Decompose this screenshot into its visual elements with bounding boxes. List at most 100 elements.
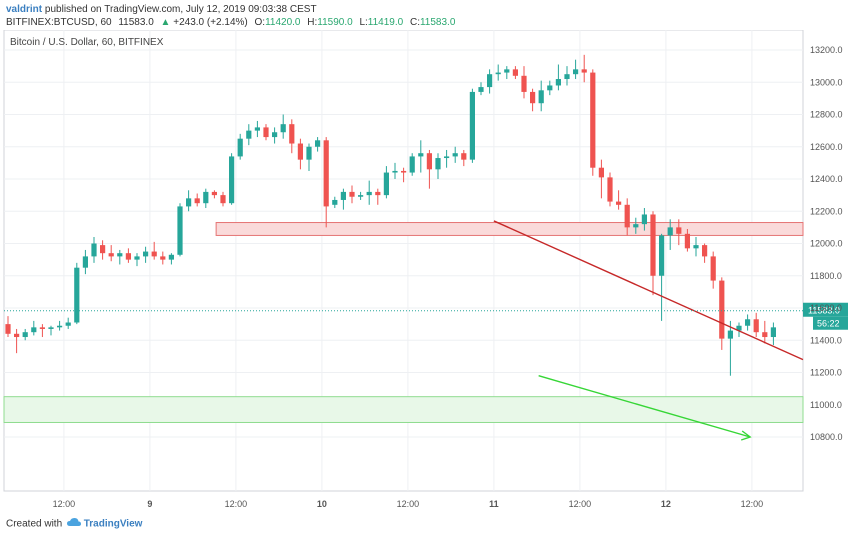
x-tick-label: 12:00	[397, 499, 420, 509]
candle-body	[530, 91, 536, 104]
candle-body	[151, 251, 157, 257]
countdown-value: 56:22	[817, 319, 840, 329]
candle-body	[134, 256, 140, 260]
candle-body	[229, 156, 235, 204]
candle-body	[538, 90, 544, 104]
candle-body	[409, 156, 415, 173]
candles	[5, 54, 776, 376]
candle-body	[753, 319, 759, 333]
change-arrow-icon: ▲	[160, 17, 171, 28]
price-axis[interactable]: 11583.0 56:22 10800.0 11000.0 11200.0 11400.0…	[803, 45, 848, 442]
candle-body	[478, 87, 484, 92]
candle-body	[702, 245, 708, 257]
candle-body	[676, 227, 682, 234]
candle-body	[263, 127, 269, 138]
candle-body	[117, 253, 123, 257]
candle-body	[125, 253, 131, 260]
candle-body	[57, 325, 63, 328]
candle-body	[22, 332, 28, 338]
y-tick-label: 12600.0	[810, 142, 843, 152]
candle-body	[770, 327, 776, 338]
x-tick-label: 10	[317, 499, 327, 509]
candle-body	[710, 256, 716, 281]
candle-body	[383, 172, 389, 196]
candle-body	[547, 85, 553, 91]
symbol-name[interactable]: BITFINEX:BTCUSD, 60	[6, 17, 112, 28]
candle-body	[633, 224, 639, 228]
tradingview-brand[interactable]: TradingView	[83, 518, 143, 530]
candle-body	[598, 167, 604, 178]
y-tick-label: 12200.0	[810, 206, 843, 216]
candle-body	[521, 75, 527, 92]
candle-body	[461, 153, 467, 160]
candle-body	[444, 156, 450, 159]
candle-body	[555, 79, 561, 86]
y-tick-label: 13000.0	[810, 77, 843, 87]
tradingview-logo-icon	[66, 518, 81, 530]
y-tick-label: 12800.0	[810, 110, 843, 120]
candle-body	[211, 191, 217, 196]
price-change: +243.0 (+2.14%)	[173, 17, 248, 28]
trendlines	[4, 220, 804, 441]
candle-body	[31, 327, 37, 333]
x-tick-label: 11	[489, 499, 499, 509]
candle-body	[487, 74, 493, 88]
time-axis[interactable]: 12:00 9 12:00 10 12:00 11 12:00 12 12:00	[53, 499, 764, 509]
close-value: 11583.0	[419, 17, 456, 28]
candle-body	[375, 191, 381, 196]
support-zone	[3, 396, 804, 423]
chart-title: Bitcoin / U.S. Dollar, 60, BITFINEX	[10, 37, 164, 48]
x-tick-label: 12:00	[741, 499, 764, 509]
candle-body	[469, 91, 475, 160]
x-tick-label: 12	[661, 499, 671, 509]
candle-body	[100, 245, 106, 254]
candle-body	[650, 214, 656, 276]
candle-body	[727, 330, 733, 339]
y-tick-label: 11200.0	[810, 368, 842, 378]
candle-body	[667, 227, 673, 236]
candle-body	[762, 332, 768, 338]
candle-body	[418, 153, 424, 157]
candle-body	[358, 195, 364, 197]
footer: Created with TradingView	[6, 518, 142, 530]
published-text: published on TradingView.com, July 12, 2…	[44, 4, 317, 15]
candle-body	[512, 69, 518, 76]
y-tick-label: 11400.0	[810, 335, 842, 345]
candle-body	[392, 170, 398, 173]
candle-body	[590, 72, 596, 168]
candle-body	[659, 235, 665, 276]
candle-body	[641, 214, 647, 225]
candle-body	[143, 251, 149, 257]
candle-body	[297, 143, 303, 160]
y-tick-label: 12000.0	[810, 239, 843, 249]
publish-info: valdrint published on TradingView.com, J…	[6, 4, 317, 15]
candle-body	[48, 327, 54, 329]
candle-body	[280, 124, 286, 133]
author-name[interactable]: valdrint	[6, 4, 43, 15]
current-price-tag	[803, 302, 848, 317]
high-value: 11590.0	[317, 17, 353, 28]
descending-resistance-line	[493, 220, 804, 361]
candle-body	[426, 153, 432, 170]
y-tick-label: 11600.0	[810, 303, 842, 313]
candle-body	[39, 327, 45, 329]
candle-body	[349, 191, 355, 197]
close-label: C:	[409, 17, 420, 28]
candle-body	[203, 191, 209, 204]
candle-body	[340, 191, 346, 200]
candle-body	[91, 243, 97, 257]
x-tick-label: 12:00	[569, 499, 592, 509]
candle-body	[504, 69, 510, 73]
candle-body	[220, 195, 226, 204]
candle-body	[14, 333, 20, 338]
candle-body	[719, 280, 725, 339]
candle-body	[194, 198, 200, 204]
descending-support-line	[538, 375, 751, 438]
candle-body	[315, 140, 321, 147]
price-chart[interactable]: 11583.0 56:22 10800.0 11000.0 11200.0 11400.0…	[0, 30, 850, 512]
y-tick-label: 10800.0	[810, 432, 843, 442]
candle-body	[573, 69, 579, 75]
x-tick-label: 12:00	[225, 499, 248, 509]
candle-body	[564, 74, 570, 80]
candle-body	[452, 153, 458, 157]
